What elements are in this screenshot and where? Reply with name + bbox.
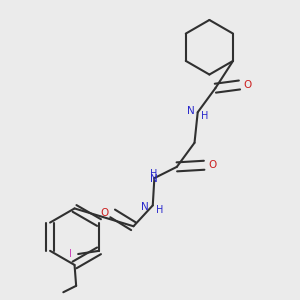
Text: N: N bbox=[149, 174, 157, 184]
Text: H: H bbox=[201, 111, 208, 121]
Text: O: O bbox=[208, 160, 216, 170]
Text: I: I bbox=[69, 249, 72, 259]
Text: N: N bbox=[140, 202, 148, 212]
Text: O: O bbox=[243, 80, 252, 90]
Text: O: O bbox=[100, 208, 109, 218]
Text: N: N bbox=[188, 106, 195, 116]
Text: H: H bbox=[150, 169, 157, 178]
Text: H: H bbox=[156, 205, 164, 215]
